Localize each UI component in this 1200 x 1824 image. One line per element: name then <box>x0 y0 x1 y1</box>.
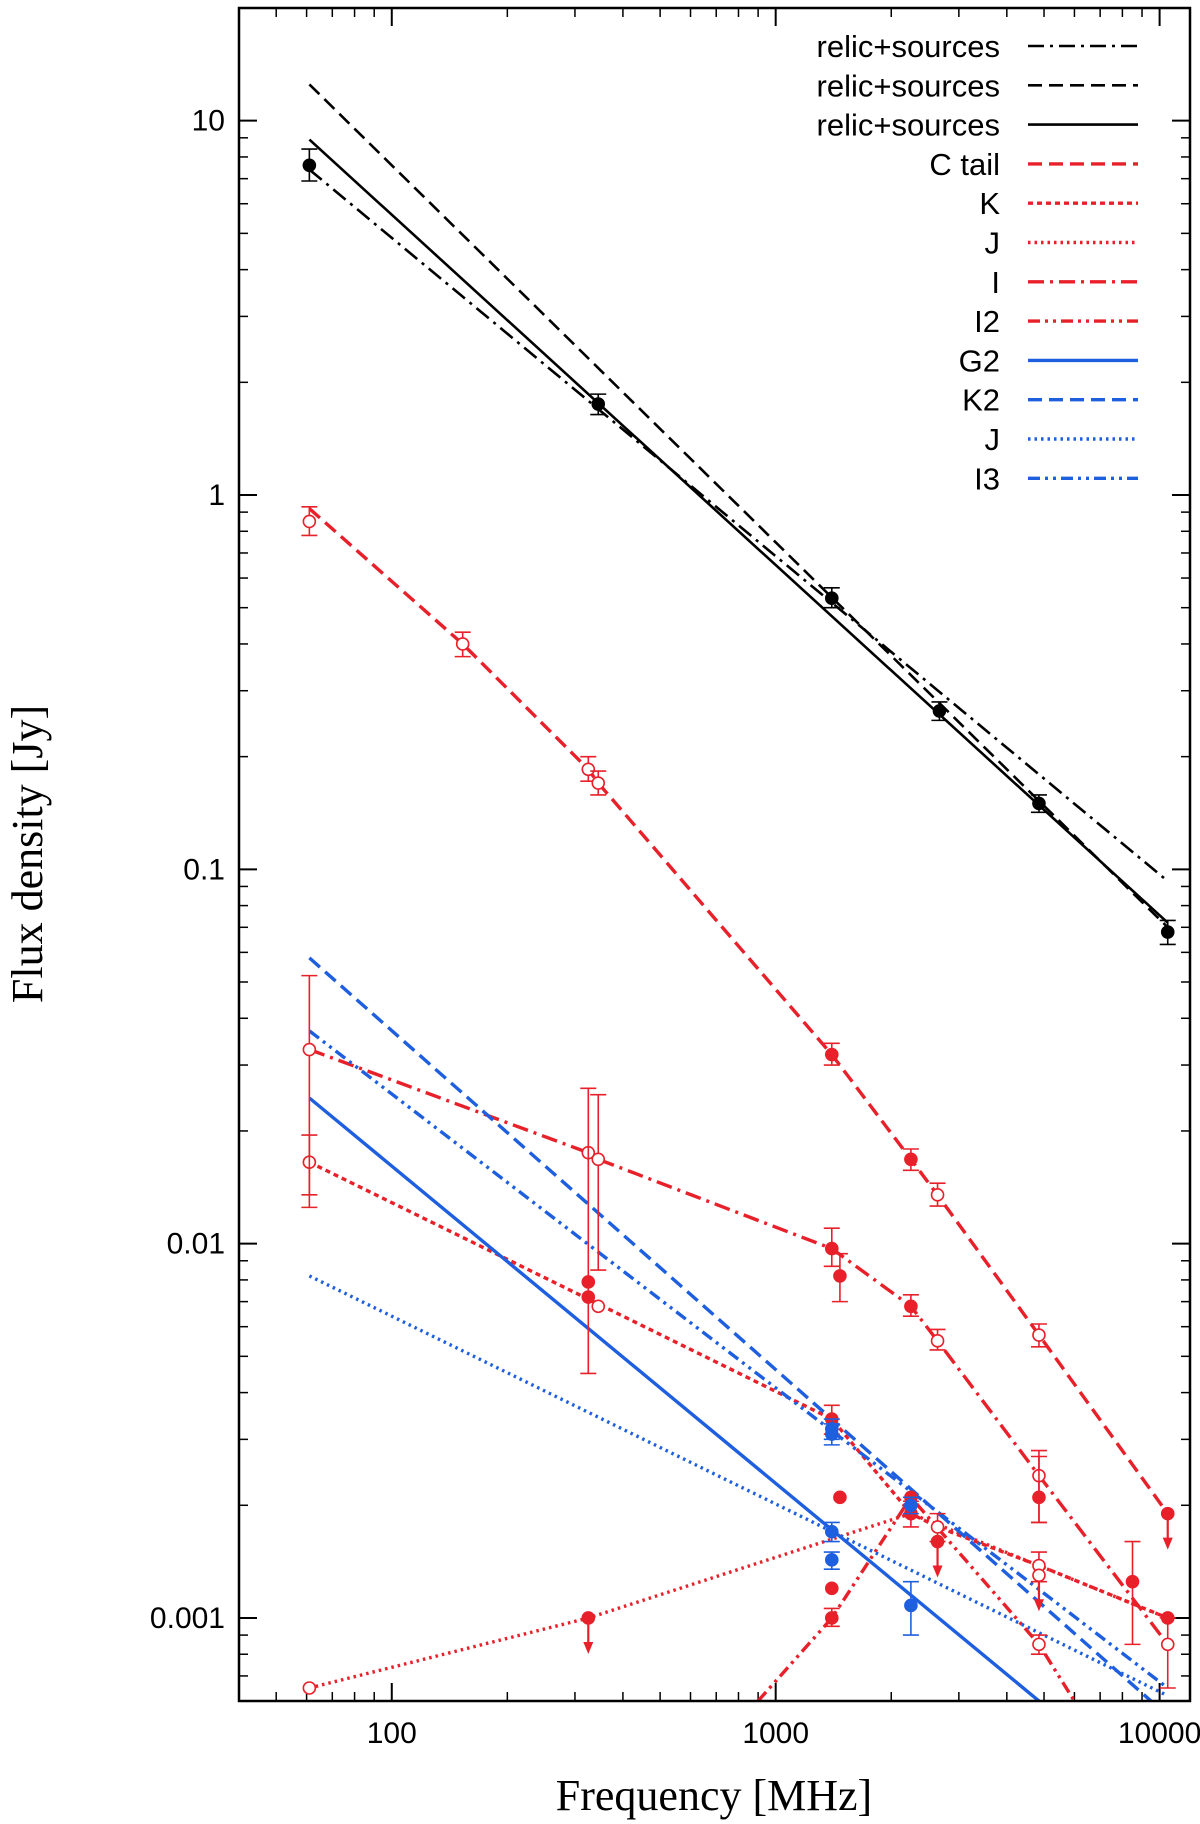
y-tick-label: 0.01 <box>167 1228 225 1261</box>
data-point <box>302 514 317 529</box>
data-point <box>904 1299 918 1314</box>
legend-label: K <box>979 186 1000 221</box>
data-point <box>824 1524 839 1539</box>
data-point <box>824 1611 839 1625</box>
data-point <box>1160 925 1175 939</box>
data-point <box>833 1269 847 1283</box>
legend-label: relic+sources <box>817 68 1001 103</box>
data-point <box>833 1490 847 1505</box>
y-tick-label: 1 <box>208 479 225 512</box>
data-point <box>455 637 470 651</box>
legend-label: G2 <box>959 343 1000 378</box>
data-point <box>1032 1637 1046 1652</box>
data-point <box>824 1047 839 1062</box>
data-point <box>904 1598 918 1613</box>
series-line-6 <box>308 1047 1170 1646</box>
x-axis-title: Frequency [MHz] <box>556 1771 872 1820</box>
data-point <box>302 1042 317 1057</box>
legend-label: K2 <box>962 383 1000 418</box>
data-point <box>1032 1328 1046 1342</box>
data-point <box>591 397 606 411</box>
y-axis-title: Flux density [Jy] <box>3 705 52 1003</box>
data-point <box>581 1611 596 1625</box>
data-point <box>824 1241 839 1256</box>
legend-label: J <box>985 226 1001 261</box>
legend-label: I2 <box>974 304 1000 339</box>
legend-label: relic+sources <box>817 29 1001 64</box>
data-point <box>930 1334 945 1348</box>
data-point <box>932 704 947 718</box>
upper-limit-arrow-head <box>1033 1599 1044 1612</box>
series-line-7 <box>756 1494 1076 1701</box>
upper-limit-arrow-head <box>1162 1537 1173 1550</box>
data-point <box>591 776 606 790</box>
plot-frame <box>237 6 1192 1703</box>
legend-label: I <box>991 265 1000 300</box>
series-line-11 <box>308 1029 1169 1690</box>
legend: relic+sources relic+sources relic+sources C… <box>817 29 1138 496</box>
markers-layer <box>301 148 1176 1695</box>
series-line-9 <box>308 956 1153 1701</box>
upper-limit-arrow-head <box>583 1641 594 1654</box>
series-line-2 <box>308 138 1169 924</box>
data-point <box>824 591 839 606</box>
data-point <box>1160 1637 1175 1652</box>
y-tick-label: 0.1 <box>183 853 225 886</box>
data-point <box>904 1498 918 1513</box>
x-tick-label: 100 <box>367 1717 417 1750</box>
data-point <box>930 1534 945 1549</box>
legend-label: I3 <box>974 461 1000 496</box>
data-point <box>302 1681 317 1695</box>
data-point <box>1032 1490 1046 1505</box>
data-point <box>1125 1574 1140 1589</box>
data-point <box>824 1422 839 1436</box>
data-point <box>591 1152 606 1167</box>
data-point <box>930 1188 945 1202</box>
data-point <box>581 1275 596 1289</box>
upper-limit-arrow-head <box>932 1565 943 1578</box>
legend-label: C tail <box>929 147 1000 182</box>
series-line-1 <box>308 83 1169 929</box>
data-point <box>302 158 317 173</box>
series-line-5 <box>308 1511 1169 1690</box>
y-tick-label: 10 <box>192 105 225 138</box>
data-point <box>824 1553 839 1567</box>
data-point <box>1032 796 1046 811</box>
ticks-layer: 100 1000 10000 0.001 0.01 0.1 1 10 <box>150 7 1200 1750</box>
data-point <box>591 1299 606 1314</box>
data-point <box>1160 1506 1175 1521</box>
data-point <box>581 762 596 777</box>
x-tick-label: 10000 <box>1118 1717 1200 1750</box>
x-tick-label: 1000 <box>742 1717 809 1750</box>
legend-label: relic+sources <box>817 108 1001 143</box>
data-point <box>1032 1568 1046 1583</box>
data-point <box>904 1152 918 1167</box>
legend-label: J <box>985 422 1001 457</box>
data-point <box>930 1520 945 1534</box>
y-tick-label: 0.001 <box>150 1602 225 1635</box>
series-line-8 <box>308 1096 1041 1701</box>
data-point <box>824 1581 839 1596</box>
